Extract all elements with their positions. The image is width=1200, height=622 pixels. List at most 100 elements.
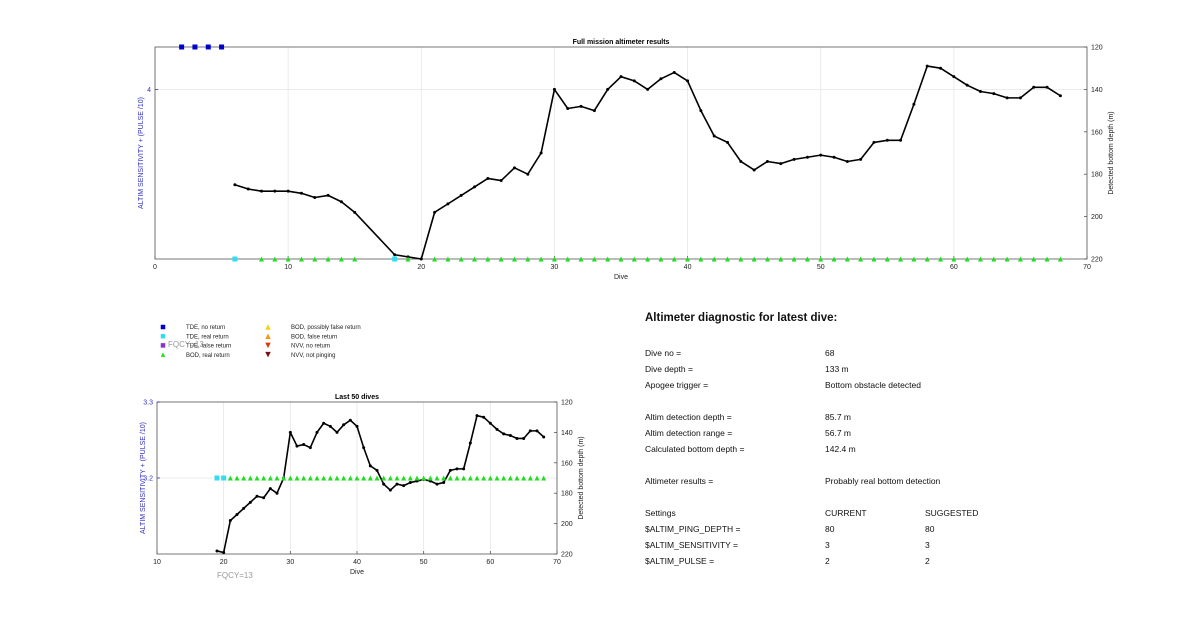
depth-point — [448, 468, 452, 472]
y-right-tick-label: 220 — [561, 552, 573, 559]
fqcy-overlay: FQCY=13 — [168, 340, 204, 349]
depth-point — [528, 429, 532, 433]
diagnostic-title: Altimeter diagnostic for latest dive: — [645, 312, 838, 324]
data-marker — [259, 256, 265, 262]
depth-point — [475, 414, 479, 418]
data-marker — [325, 256, 331, 262]
data-marker — [414, 475, 420, 481]
data-marker — [221, 475, 227, 481]
depth-line — [234, 65, 1061, 260]
x-tick-label: 40 — [684, 264, 692, 271]
data-marker — [481, 475, 487, 481]
data-marker — [272, 256, 278, 262]
series-tde-real-return — [232, 256, 398, 262]
data-marker — [538, 256, 544, 262]
data-marker — [261, 475, 267, 481]
depth-point — [273, 189, 277, 193]
data-marker — [227, 475, 233, 481]
depth-point — [1058, 94, 1062, 98]
depth-point — [375, 468, 379, 472]
data-marker — [367, 475, 373, 481]
data-marker — [541, 475, 547, 481]
data-marker — [831, 256, 837, 262]
apogee-value: Bottom obstacle detected — [825, 380, 921, 390]
data-marker — [192, 44, 198, 50]
data-marker — [241, 475, 247, 481]
data-marker — [472, 256, 478, 262]
results-label: Altimeter results = — [645, 476, 714, 486]
data-marker — [725, 256, 731, 262]
depth-point — [522, 436, 526, 440]
y-left-axis-label: ALTIM SENSITIVITY + (PULSE /10) — [140, 422, 147, 534]
data-marker — [381, 475, 387, 481]
depth-point — [686, 79, 690, 83]
depth-point — [262, 496, 266, 500]
depth-point — [348, 418, 352, 422]
depth-point — [395, 482, 399, 486]
depth-point — [442, 481, 446, 485]
data-marker — [1044, 256, 1050, 262]
data-marker — [534, 475, 540, 481]
data-marker — [361, 475, 367, 481]
data-marker — [407, 475, 413, 481]
legend-marker — [265, 351, 271, 358]
setting-name: $ALTIM_PULSE = — [645, 556, 715, 566]
data-marker — [281, 475, 287, 481]
depth-point — [313, 196, 317, 200]
legend-label: BOD, real return — [186, 353, 230, 359]
depth-point — [1018, 96, 1022, 100]
legend-label: TDE, no return — [186, 325, 225, 331]
data-marker — [764, 256, 770, 262]
data-marker — [498, 256, 504, 262]
depth-point — [646, 87, 650, 91]
depth-point — [872, 140, 876, 144]
data-marker — [858, 256, 864, 262]
chart-title: Full mission altimeter results — [573, 39, 670, 46]
data-marker — [791, 256, 797, 262]
depth-point — [859, 157, 863, 161]
legend-marker — [265, 342, 271, 349]
y-right-tick-label: 200 — [561, 521, 573, 528]
depth-line — [216, 414, 545, 554]
x-tick-label: 70 — [1083, 264, 1091, 271]
y-left-tick-label: 3.2 — [143, 476, 153, 483]
depth-point — [228, 519, 232, 523]
depth-point — [355, 424, 359, 428]
legend-label: BOD, possibly false return — [291, 325, 361, 331]
legend-marker — [265, 333, 271, 339]
depth-point — [526, 172, 530, 176]
depth-point — [388, 488, 392, 492]
depth-point — [495, 427, 499, 431]
data-marker — [274, 475, 280, 481]
legend-label: NVV, no return — [291, 344, 330, 350]
depth-point — [353, 210, 357, 214]
depth-point — [342, 423, 346, 427]
y-right-tick-label: 180 — [561, 491, 573, 498]
data-marker — [658, 256, 664, 262]
setting-name: $ALTIM_PING_DEPTH = — [645, 524, 741, 534]
depth-point — [1032, 85, 1036, 89]
depth-point — [805, 155, 809, 159]
chart-title: Last 50 dives — [335, 394, 379, 401]
y-right-tick-label: 140 — [1091, 87, 1103, 94]
depth-point — [752, 168, 756, 172]
depth-point — [912, 102, 916, 106]
depth-point — [619, 75, 623, 79]
depth-point — [260, 189, 264, 193]
data-marker — [394, 475, 400, 481]
dive-depth-value: 133 m — [825, 364, 849, 374]
data-marker — [401, 475, 407, 481]
depth-point — [712, 134, 716, 138]
depth-point — [899, 138, 903, 142]
data-marker — [591, 256, 597, 262]
data-marker — [467, 475, 473, 481]
suggested-header: SUGGESTED — [925, 508, 979, 518]
dive-depth-label: Dive depth = — [645, 364, 693, 374]
depth-point — [1045, 85, 1049, 89]
depth-point — [433, 210, 437, 214]
depth-point — [275, 491, 279, 495]
depth-point — [515, 436, 519, 440]
data-marker — [301, 475, 307, 481]
data-marker — [514, 475, 520, 481]
